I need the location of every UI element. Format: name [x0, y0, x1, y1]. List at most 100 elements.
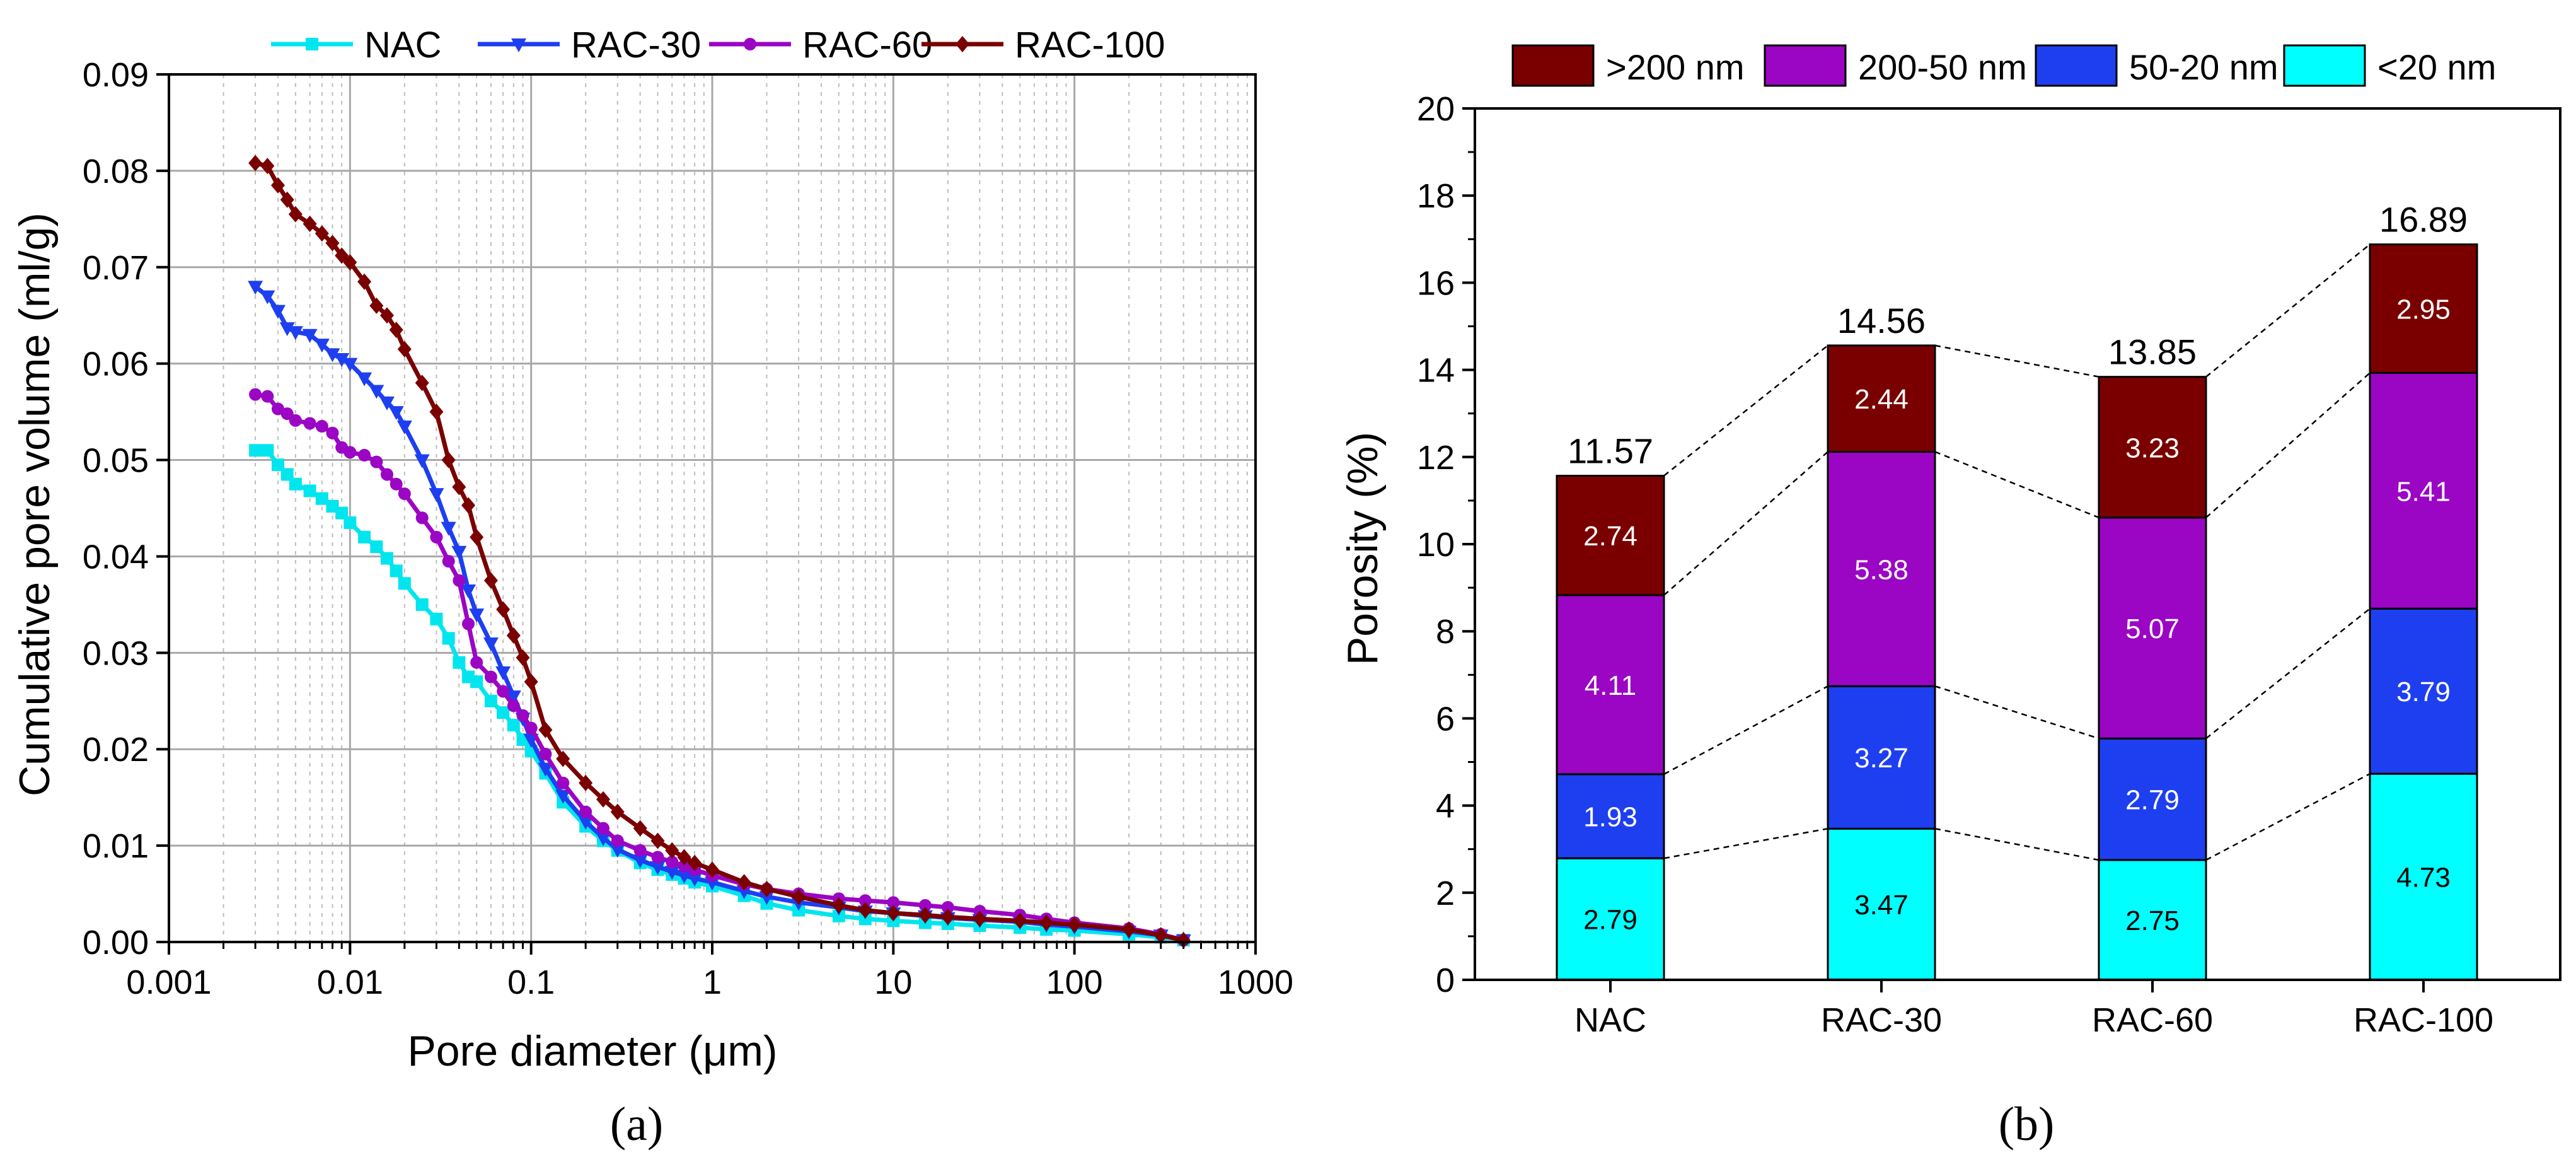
bar-segment-gt200	[1827, 344, 1936, 453]
bar-segment-gt200	[2369, 243, 2478, 374]
y-tick-label: 0.04	[83, 538, 149, 576]
point-rac-30	[287, 326, 303, 340]
y-tick-label: 12	[1417, 439, 1455, 477]
chart-b-ticks: 0 2 4 6 8 10 12 14 16 18 20 NAC RAC-30 RAC-60 RAC-100	[1417, 90, 2493, 1039]
chart-a-legend: NAC RAC-30 RAC-60 RAC-100	[271, 25, 1165, 66]
bar-total-label: 16.89	[2379, 200, 2468, 240]
bar-segment-gt200	[2098, 376, 2207, 519]
point-nac	[430, 612, 443, 625]
point-rac-60	[651, 851, 664, 864]
line-rac-100	[255, 161, 1184, 943]
point-rac-100	[325, 235, 340, 252]
point-rac-60	[666, 856, 679, 869]
point-rac-100	[288, 206, 303, 223]
point-rac-30	[469, 608, 485, 623]
legend-label: >200 nm	[1606, 47, 1745, 87]
legend-marker	[956, 36, 969, 52]
point-nac	[289, 477, 302, 491]
point-nac	[370, 540, 383, 554]
point-rac-30	[555, 789, 571, 804]
chart-a: 0.001 0.01 0.1 1 10 100 1000 0.00 0.01 0.02 0.03 0.…	[11, 25, 1293, 1151]
point-rac-30	[650, 861, 666, 875]
connector-line	[2205, 773, 2371, 861]
point-rac-100	[1122, 921, 1136, 938]
chart-b-legend: >200 nm 200-50 nm 50-20 nm <20 nm	[1511, 44, 2496, 87]
chart-b-value-labels: 2.79 1.93 4.11 2.74 11.57 3.47 3.27 5.38 2.44 14.…	[1568, 200, 2468, 936]
point-rac-60	[415, 511, 429, 525]
bar-value-label: 2.79	[2125, 785, 2180, 816]
bar-value-label: 5.41	[2396, 476, 2451, 507]
point-rac-100	[506, 627, 521, 644]
point-nac	[249, 444, 262, 457]
point-rac-60	[303, 417, 316, 430]
legend-entry-rac-30: RAC-30	[478, 25, 701, 66]
y-tick-label: 0.03	[83, 634, 149, 672]
point-rac-30	[495, 666, 511, 680]
point-rac-100	[665, 842, 679, 859]
x-tick-label: RAC-100	[2354, 1001, 2493, 1039]
bar-stack-rac-100	[2369, 243, 2478, 981]
point-rac-100	[369, 297, 384, 314]
chart-b-panel-label: (b)	[1999, 1098, 2055, 1151]
point-rac-100	[415, 375, 429, 392]
point-rac-30	[248, 281, 263, 295]
point-rac-30	[759, 891, 775, 905]
point-rac-100	[886, 905, 901, 922]
chart-b-bars	[1556, 243, 2478, 981]
point-rac-30	[379, 396, 395, 410]
point-rac-60	[390, 477, 403, 491]
x-tick-label: 1	[703, 963, 722, 1001]
connector-line	[2205, 608, 2371, 740]
chart-b: 2.79 1.93 4.11 2.74 11.57 3.47 3.27 5.38 2.44 14.…	[1339, 44, 2562, 1151]
point-rac-60	[249, 388, 262, 401]
point-rac-30	[414, 454, 430, 468]
legend-label: <20 nm	[2377, 47, 2496, 87]
bar-value-label: 4.11	[1585, 670, 1636, 701]
bar-segment-p200-50	[2098, 516, 2207, 740]
point-rac-100	[538, 721, 553, 738]
x-tick-label: 1000	[1218, 963, 1293, 1001]
point-rac-60	[430, 530, 443, 544]
y-tick-label: 18	[1417, 177, 1455, 215]
point-rac-60	[462, 617, 475, 631]
bar-value-label: 2.44	[1854, 384, 1909, 415]
chart-a-ticks: 0.001 0.01 0.1 1 10 100 1000 0.00 0.01 0.02 0.03 0.…	[83, 56, 1293, 1001]
x-tick-label: NAC	[1574, 1001, 1646, 1039]
series-nac	[249, 444, 1190, 946]
bar-segment-p200-50	[1827, 451, 1936, 687]
point-rac-100	[688, 854, 702, 871]
point-rac-60	[516, 709, 529, 722]
point-nac	[453, 656, 466, 669]
legend-marker	[744, 38, 756, 50]
point-rac-30	[538, 762, 553, 777]
point-rac-60	[261, 390, 274, 403]
point-rac-60	[633, 844, 647, 857]
point-rac-30	[357, 372, 373, 387]
point-rac-30	[429, 488, 444, 503]
point-rac-30	[664, 866, 680, 880]
bar-segment-p200-50	[2369, 371, 2478, 610]
bar-segment-p50-20	[1827, 685, 1936, 830]
y-tick-label: 0.00	[83, 924, 149, 962]
point-rac-100	[315, 225, 329, 242]
bar-segment-p50-20	[1556, 773, 1665, 859]
legend-swatch	[2035, 44, 2118, 87]
point-rac-100	[858, 902, 872, 919]
point-rac-100	[1176, 931, 1191, 948]
bar-value-label: 3.23	[2125, 433, 2180, 463]
point-nac	[442, 632, 455, 645]
point-rac-100	[940, 909, 955, 926]
point-rac-100	[483, 572, 498, 589]
point-nac	[344, 516, 357, 529]
point-rac-60	[370, 455, 383, 468]
point-rac-100	[280, 191, 294, 208]
point-nac	[335, 506, 349, 520]
legend-entry-gt200: >200 nm	[1511, 44, 1745, 87]
connector-line	[1663, 827, 1828, 859]
point-nac	[380, 552, 393, 565]
point-rac-100	[379, 307, 394, 324]
point-rac-60	[289, 414, 302, 427]
connector-line	[1934, 451, 2099, 519]
point-rac-100	[470, 528, 484, 545]
